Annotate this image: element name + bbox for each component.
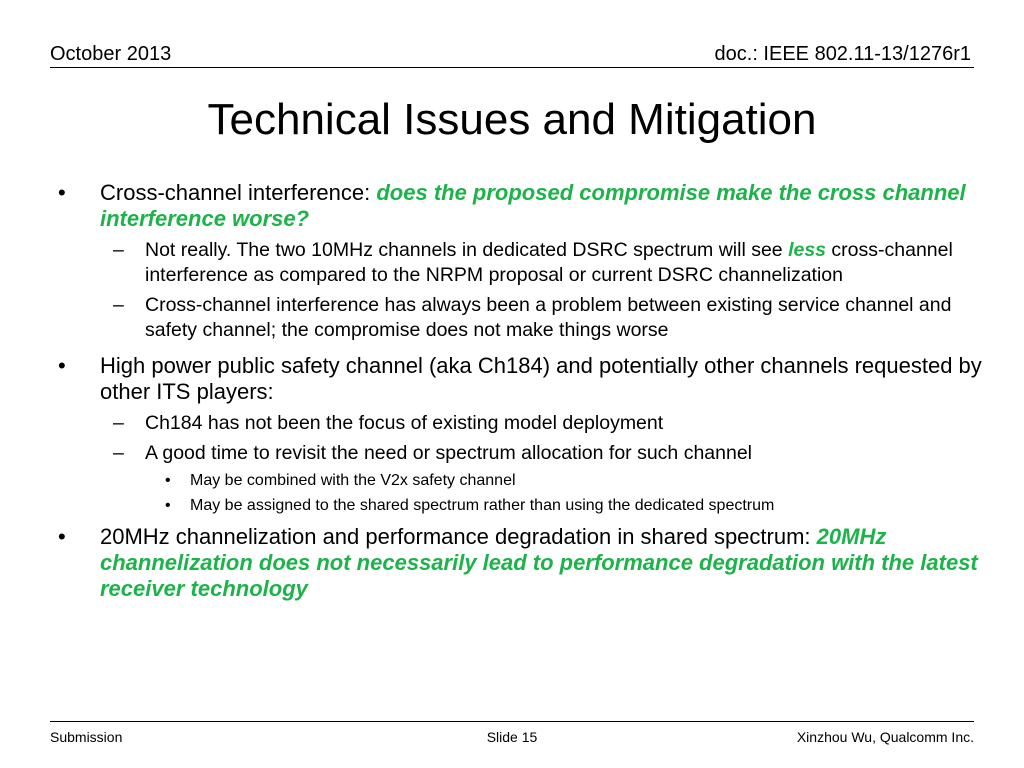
slide-body: • Cross-channel interference: does the p… [0, 180, 1024, 602]
sub-sub-bullet-text: May be combined with the V2x safety chan… [190, 472, 516, 489]
dash-icon: – [113, 442, 124, 464]
sub-bullet-text: Ch184 has not been the focus of existing… [145, 412, 664, 434]
sub-bullet-emphasis: less [788, 239, 827, 261]
dash-icon: – [113, 239, 124, 261]
sub-sub-bullet-shared: • May be assigned to the shared spectrum… [0, 495, 1024, 516]
slide-title: Technical Issues and Mitigation [207, 95, 817, 144]
sub-bullet-text: Not really. The two 10MHz channels in de… [145, 239, 789, 261]
bullet-text: High power public safety channel (aka Ch… [100, 353, 982, 404]
sub-bullet-text: A good time to revisit the need or spect… [145, 442, 753, 464]
bullet-dot-icon: • [58, 353, 66, 378]
footer-submission: Submission [50, 729, 123, 745]
bullet-text: Cross-channel interference: [100, 180, 377, 205]
sub-sub-bullet-text: May be assigned to the shared spectrum r… [190, 497, 775, 514]
bullet-cross-channel: • Cross-channel interference: does the p… [0, 180, 1024, 232]
bullet-emphasis: does the proposed compromise make the cr… [100, 180, 966, 231]
bullet-dot-icon: • [58, 524, 66, 549]
bullet-dot-icon: • [165, 472, 171, 489]
sub-bullet-revisit: – A good time to revisit the need or spe… [0, 441, 1024, 466]
bullet-dot-icon: • [58, 180, 66, 205]
bullet-20mhz: • 20MHz channelization and performance d… [0, 524, 1024, 602]
bullet-text: 20MHz channelization and performance deg… [100, 524, 817, 549]
sub-bullet-ch184: – Ch184 has not been the focus of existi… [0, 411, 1024, 436]
header-doc-id: doc.: IEEE 802.11-13/1276r1 [714, 43, 971, 65]
sub-bullet-text: Cross-channel interference has always be… [145, 294, 952, 341]
bullet-dot-icon: • [165, 497, 171, 514]
sub-bullet-not-really: – Not really. The two 10MHz channels in … [0, 238, 1024, 288]
bullet-emphasis: 20MHz channelization does not necessaril… [100, 524, 978, 601]
bullet-high-power: • High power public safety channel (aka … [0, 353, 1024, 405]
sub-bullet-always-problem: – Cross-channel interference has always … [0, 293, 1024, 343]
header-date: October 2013 [50, 43, 172, 65]
footer-slide-number: Slide 15 [486, 729, 538, 745]
footer-divider [50, 721, 974, 722]
dash-icon: – [113, 412, 124, 434]
sub-sub-bullet-combined: • May be combined with the V2x safety ch… [0, 470, 1024, 491]
sub-bullet-text-after: cross-channel interference as compared t… [145, 239, 953, 286]
footer-author: Xinzhou Wu, Qualcomm Inc. [796, 729, 974, 745]
dash-icon: – [113, 294, 124, 316]
header-divider [50, 67, 974, 68]
